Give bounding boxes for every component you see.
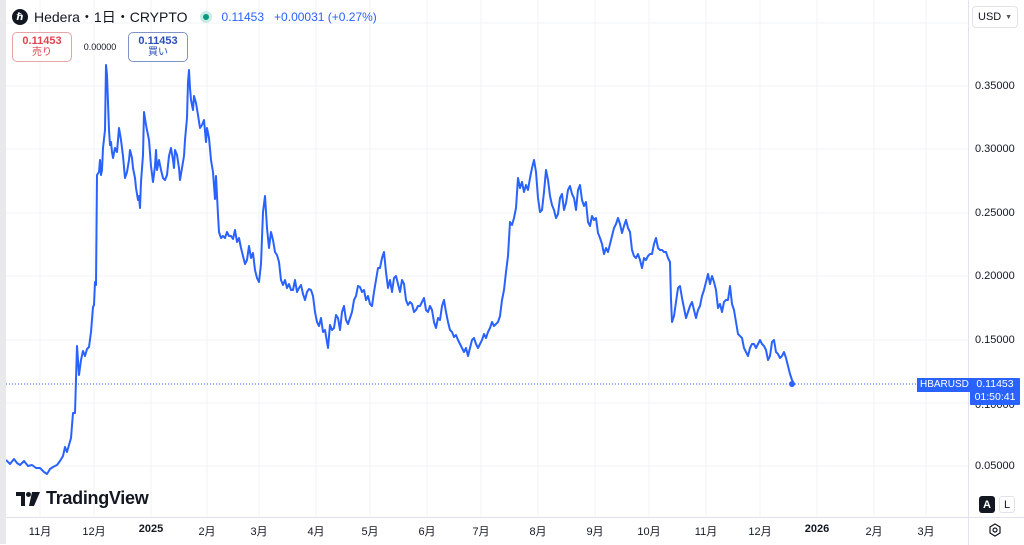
buy-button[interactable]: 0.11453 買い [128,32,188,62]
price-tick: 0.35000 [975,80,1015,92]
tradingview-logo[interactable]: TradingView [16,488,149,509]
sell-button[interactable]: 0.11453 売り [12,32,72,62]
tradingview-logo-text: TradingView [46,488,149,508]
buy-price: 0.11453 [138,35,178,47]
price-axis[interactable] [968,0,1024,517]
time-tick: 2月 [198,526,216,538]
time-tick: 2026 [804,523,830,535]
time-tick: 8月 [529,526,547,538]
buy-label: 買い [148,47,168,58]
settings-gear-icon[interactable] [988,523,1002,537]
time-tick: 10月 [637,526,661,538]
last-price-tag: 0.11453 01:50:41 [970,378,1020,405]
time-tick: 4月 [307,526,325,538]
price-tick: 0.20000 [975,270,1015,282]
tradingview-logo-icon [16,491,40,506]
trade-buttons: 0.11453 売り 0.00000 0.11453 買い [12,32,188,62]
log-scale-button[interactable]: L [999,496,1015,513]
time-tick: 12月 [82,526,106,538]
spread-value: 0.00000 [83,42,117,52]
chevron-down-icon: ▼ [1005,13,1012,21]
time-tick: 6月 [418,526,436,538]
chart-header: ℏ Hedera・1日・CRYPTO 0.11453 +0.00031 (+0.… [12,7,377,27]
price-tick: 0.15000 [975,334,1015,346]
price-tick: 0.05000 [975,460,1015,472]
time-tick: 11月 [28,526,52,538]
time-tick: 7月 [472,526,490,538]
bar-countdown: 01:50:41 [974,391,1016,403]
header-change: +0.00031 (+0.27%) [274,10,377,24]
currency-select[interactable]: USD ▼ [972,6,1018,28]
chart-grid [6,0,968,517]
last-price-dot [789,381,795,387]
time-axis[interactable] [6,517,968,545]
market-status-icon [199,11,212,23]
time-tick: 2月 [865,526,883,538]
left-border [0,0,6,544]
time-tick: 9月 [586,526,604,538]
price-tick: 0.25000 [975,207,1015,219]
symbol-title[interactable]: Hedera・1日・CRYPTO [34,9,188,25]
header-last-price: 0.11453 [221,10,265,24]
time-tick: 5月 [361,526,379,538]
currency-value: USD [978,11,1002,23]
time-tick: 2025 [138,523,164,535]
time-tick: 3月 [250,526,268,538]
auto-scale-button[interactable]: A [979,496,995,513]
sell-label: 売り [32,47,52,58]
price-tick: 0.30000 [975,143,1015,155]
axis-corner [968,517,1024,545]
time-tick: 3月 [917,526,935,538]
price-line [6,64,795,475]
chart-pane[interactable] [6,0,968,517]
time-tick: 12月 [748,526,772,538]
last-price-value: 0.11453 [976,378,1014,390]
hedera-logo-icon: ℏ [12,9,28,25]
symbol-tag: HBARUSD [917,378,972,392]
sell-price: 0.11453 [22,35,62,47]
time-tick: 11月 [694,526,718,538]
